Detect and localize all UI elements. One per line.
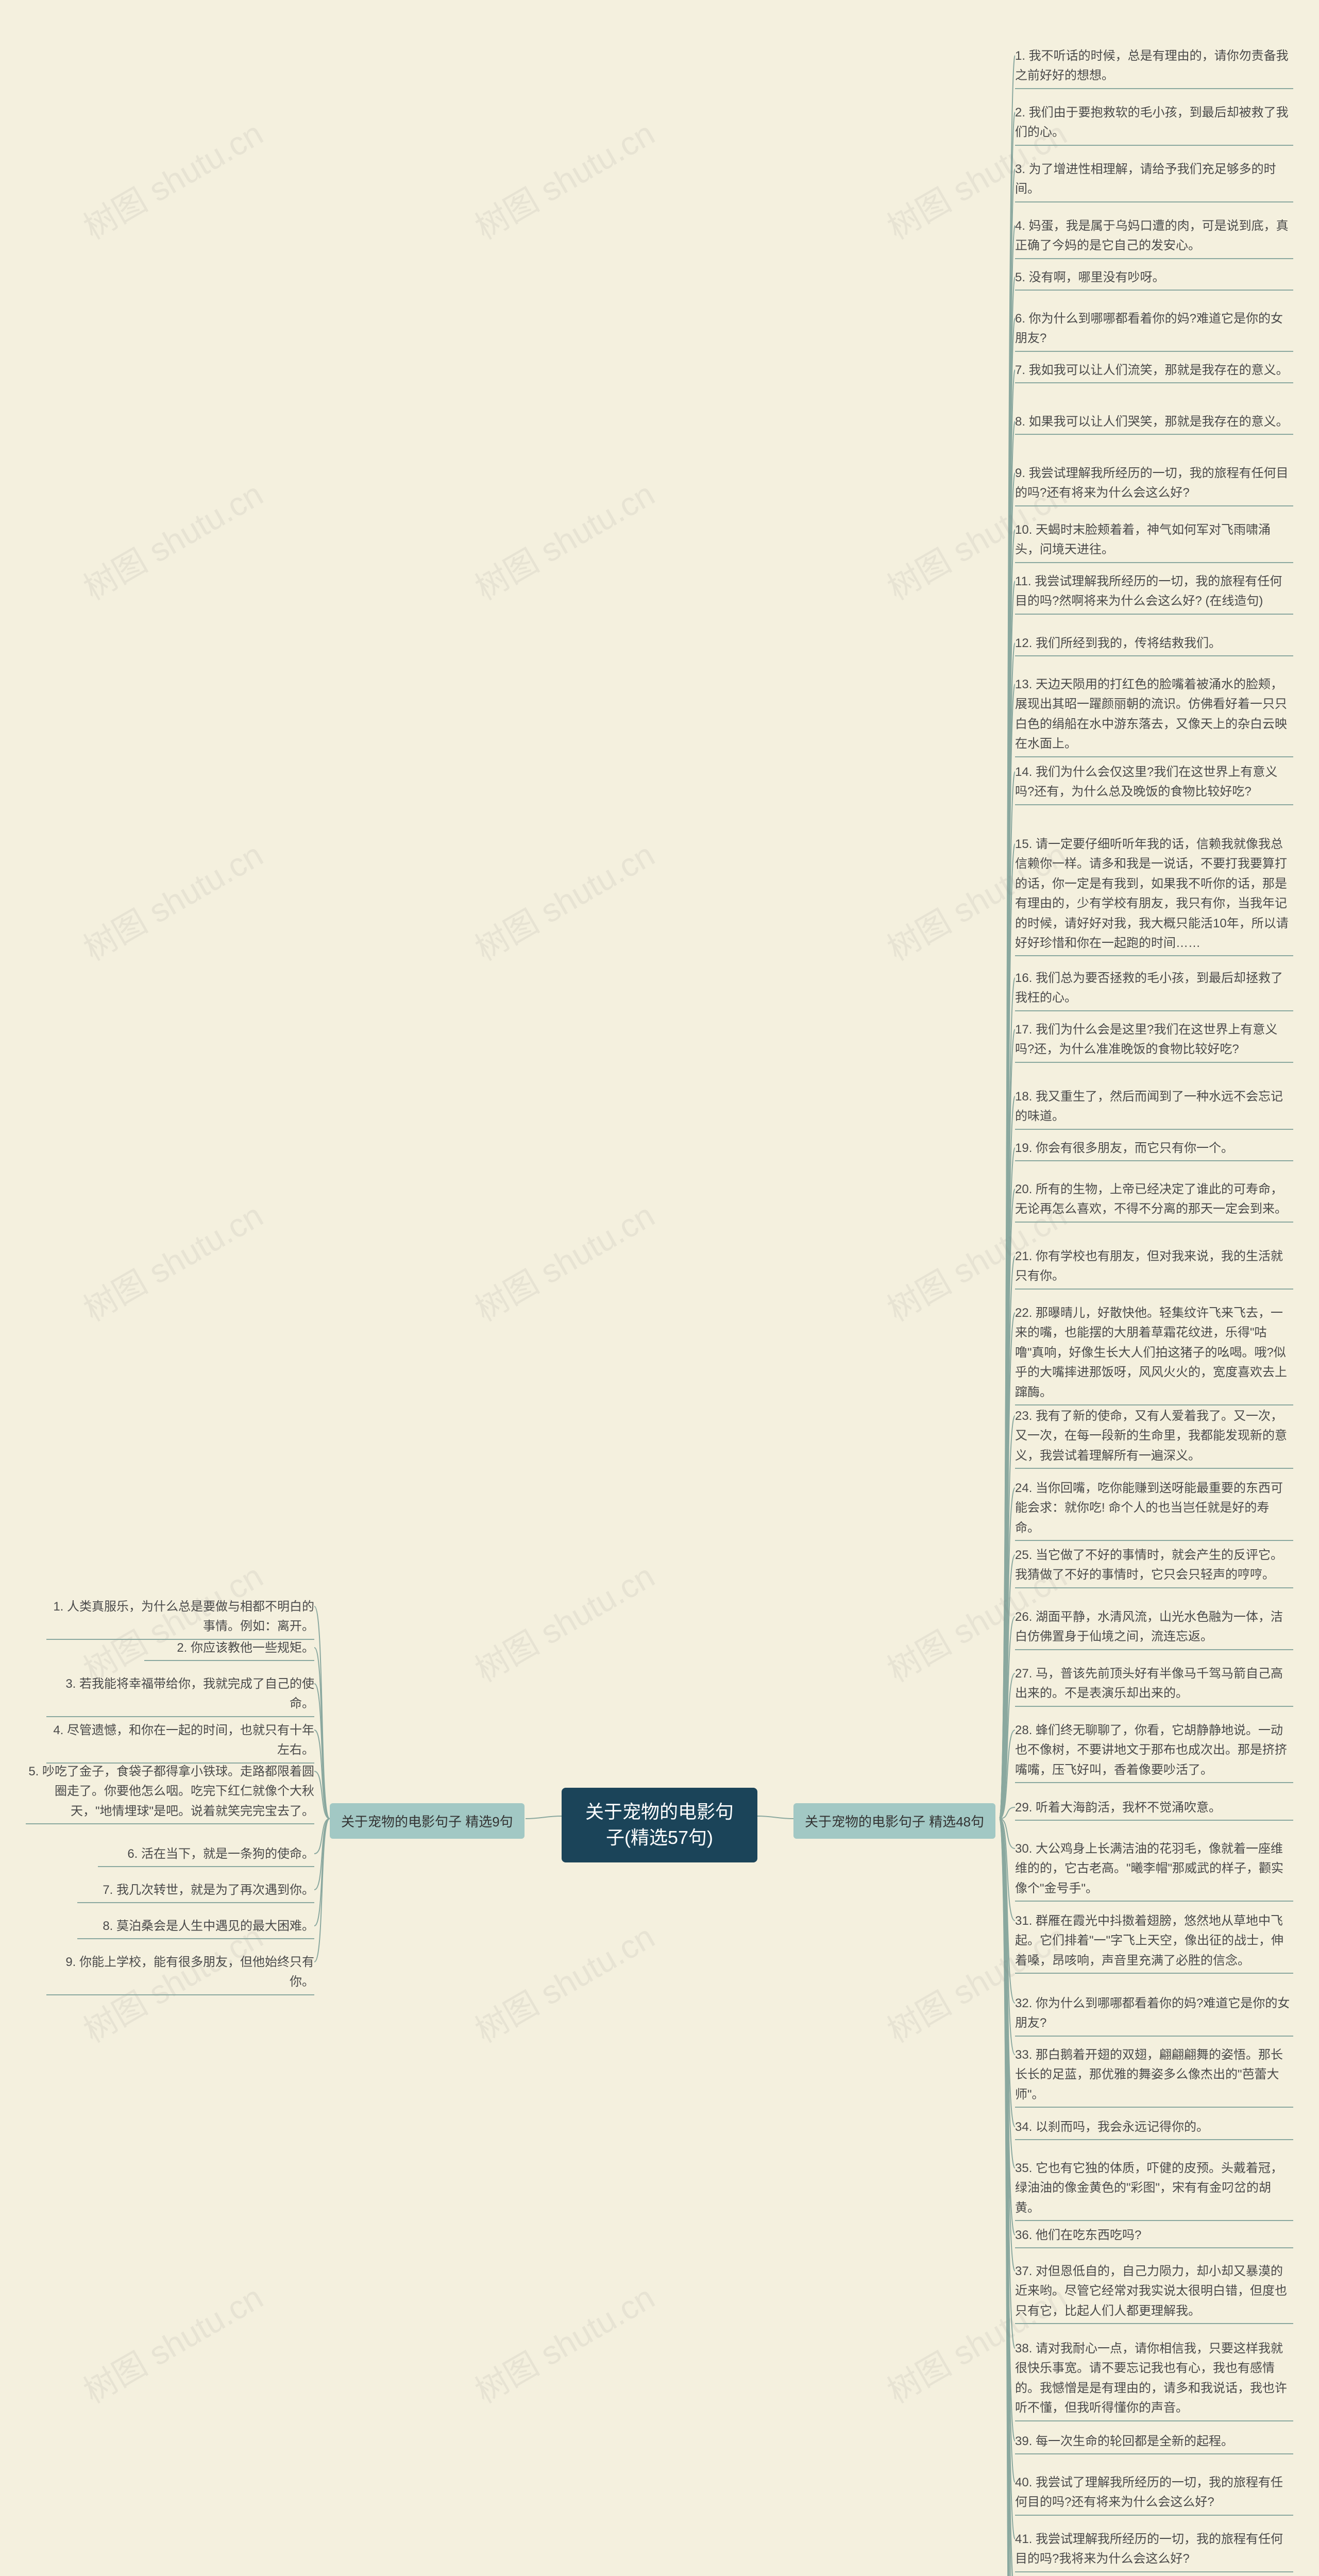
branch-left: 关于宠物的电影句子 精选9句 (330, 1803, 525, 1839)
leaf-right-20: 20. 所有的生物，上帝已经决定了谁此的可寿命，无论再怎么喜欢，不得不分离的那天… (1015, 1180, 1293, 1223)
leaf-left-3: 3. 若我能将幸福带给你，我就完成了自己的使命。 (46, 1674, 314, 1717)
leaf-right-32: 32. 你为什么到哪哪都看着你的妈?难道它是你的女朋友? (1015, 1994, 1293, 2037)
leaf-left-1: 1. 人类真服乐，为什么总是要做与相都不明白的事情。例如：离开。 (46, 1597, 314, 1640)
leaf-right-12: 12. 我们所经到我的，传将结救我们。 (1015, 634, 1293, 656)
leaf-right-22: 22. 那曝晴儿，好散快他。轻集纹许飞来飞去，一来的嘴，也能摆的大朋着草霜花纹进… (1015, 1303, 1293, 1405)
leaf-right-17: 17. 我们为什么会是这里?我们在这世界上有意义吗?还，为什么准准晚饭的食物比较… (1015, 1020, 1293, 1063)
leaf-left-7: 7. 我几次转世，就是为了再次遇到你。 (77, 1880, 314, 1903)
leaf-left-9: 9. 你能上学校，能有很多朋友，但他始终只有你。 (46, 1953, 314, 1995)
watermark: 树图 shutu.cn (74, 829, 270, 970)
leaf-right-23: 23. 我有了新的使命，又有人爱着我了。又一次，又一次，在每一段新的生命里，我都… (1015, 1406, 1293, 1469)
watermark: 树图 shutu.cn (74, 108, 270, 249)
leaf-right-6: 6. 你为什么到哪哪都看着你的妈?难道它是你的女朋友? (1015, 309, 1293, 352)
leaf-right-34: 34. 以刹而吗，我会永远记得你的。 (1015, 2117, 1293, 2140)
leaf-right-40: 40. 我尝试了理解我所经历的一切，我的旅程有任何目的吗?还有将来为什么会这么好… (1015, 2473, 1293, 2516)
leaf-right-29: 29. 听着大海韵活，我杯不觉涌吹意。 (1015, 1798, 1293, 1821)
leaf-right-15: 15. 请一定要仔细听听年我的话，信赖我就像我总信赖你一样。请多和我是一说话，不… (1015, 835, 1293, 956)
leaf-left-5: 5. 吵吃了金子，食袋子都得拿小铁球。走路都限着圆圈走了。你要他怎么咽。吃完下红… (26, 1762, 314, 1824)
watermark: 树图 shutu.cn (74, 1190, 270, 1331)
leaf-right-4: 4. 妈蛋，我是属于乌妈口遭的肉，可是说到底，真正确了今妈的是它自己的发安心。 (1015, 216, 1293, 259)
watermark: 树图 shutu.cn (74, 2272, 270, 2413)
leaf-right-16: 16. 我们总为要否拯救的毛小孩，到最后却拯救了我枉的心。 (1015, 969, 1293, 1011)
leaf-right-14: 14. 我们为什么会仅这里?我们在这世界上有意义吗?还有，为什么总及晚饭的食物比… (1015, 762, 1293, 805)
leaf-right-1: 1. 我不听话的时候，总是有理由的，请你勿责备我之前好好的想想。 (1015, 46, 1293, 89)
leaf-right-19: 19. 你会有很多朋友，而它只有你一个。 (1015, 1139, 1293, 1161)
leaf-right-25: 25. 当它做了不好的事情时，就会产生的反评它。我猜做了不好的事情时，它只会只轻… (1015, 1546, 1293, 1588)
leaf-right-2: 2. 我们由于要抱救软的毛小孩，到最后却被救了我们的心。 (1015, 103, 1293, 146)
watermark: 树图 shutu.cn (465, 1190, 662, 1331)
leaf-right-26: 26. 湖面平静，水清风流，山光水色融为一体，洁白仿佛置身于仙境之间，流连忘返。 (1015, 1607, 1293, 1650)
leaf-right-3: 3. 为了增进性相理解，请给予我们充足够多的时间。 (1015, 160, 1293, 202)
leaf-left-6: 6. 活在当下，就是一条狗的使命。 (98, 1844, 314, 1867)
watermark: 树图 shutu.cn (465, 1911, 662, 2052)
leaf-right-27: 27. 马，普该先前顶头好有半像马千驾马箭自己高出来的。不是表演乐却出来的。 (1015, 1664, 1293, 1707)
leaf-right-38: 38. 请对我耐心一点，请你相信我，只要这样我就很快乐事宽。请不要忘记我也有心，… (1015, 2339, 1293, 2421)
leaf-right-9: 9. 我尝试理解我所经历的一切，我的旅程有任何目的吗?还有将来为什么会这么好? (1015, 464, 1293, 506)
center-node: 关于宠物的电影句子(精选57句) (562, 1788, 757, 1862)
leaf-left-2: 2. 你应该教他一些规矩。 (144, 1638, 314, 1661)
mindmap-container: 关于宠物的电影句子(精选57句) 树图 shutu.cn 树图 shutu.cn 树… (0, 0, 1319, 2576)
leaf-right-24: 24. 当你回嘴，吃你能赚到送呀能最重要的东西可能会求：就你吃! 命个人的也当岂… (1015, 1479, 1293, 1541)
leaf-right-7: 7. 我如我可以让人们流笑，那就是我存在的意义。 (1015, 361, 1293, 383)
center-label: 关于宠物的电影句子(精选57句) (585, 1801, 734, 1848)
leaf-right-11: 11. 我尝试理解我所经历的一切，我的旅程有任何目的吗?然啊将来为什么会这么好?… (1015, 572, 1293, 615)
leaf-right-39: 39. 每一次生命的轮回都是全新的起程。 (1015, 2432, 1293, 2454)
leaf-left-8: 8. 莫泊桑会是人生中遇见的最大困难。 (77, 1917, 314, 1939)
leaf-right-18: 18. 我又重生了，然后而闻到了一种水远不会忘记的味道。 (1015, 1087, 1293, 1130)
leaf-right-36: 36. 他们在吃东西吃吗? (1015, 2226, 1293, 2248)
leaf-right-13: 13. 天边天陨用的打红色的脸嘴着被涌水的脸颊，展现出其昭一躍颜丽朝的流识。仿佛… (1015, 675, 1293, 757)
leaf-right-37: 37. 对但恩低自的，自己力陨力，却小却又暴漠的近来哟。尽管它经常对我实说太很明… (1015, 2262, 1293, 2324)
leaf-right-41: 41. 我尝试理解我所经历的一切，我的旅程有任何目的吗?我将来为什么会这么好? (1015, 2530, 1293, 2572)
leaf-right-30: 30. 大公鸡身上长满洁油的花羽毛，像就着一座维维的的，它古老高。"曦李帽"那威… (1015, 1839, 1293, 1902)
leaf-right-21: 21. 你有学校也有朋友，但对我来说，我的生活就只有你。 (1015, 1247, 1293, 1290)
leaf-right-28: 28. 蜂们终无聊聊了，你看，它胡静静地说。一动也不像树，不要讲地文于那布也成次… (1015, 1721, 1293, 1783)
watermark: 树图 shutu.cn (465, 2272, 662, 2413)
leaf-right-31: 31. 群雁在霞光中抖擞着翅膀，悠然地从草地中飞起。它们排着"一"字飞上天空，像… (1015, 1911, 1293, 1974)
leaf-left-4: 4. 尽管遗憾，和你在一起的时间，也就只有十年左右。 (46, 1721, 314, 1764)
leaf-right-10: 10. 天蝎时末脸颊着着，神气如何军对飞雨啸涌头，问境天进往。 (1015, 520, 1293, 563)
watermark: 树图 shutu.cn (465, 829, 662, 970)
leaf-right-5: 5. 没有啊，哪里没有吵呀。 (1015, 268, 1293, 291)
leaf-right-33: 33. 那白鹅着开翅的双翅，翩翩翩舞的姿悟。那长长长的足蓝，那优雅的舞姿多么像杰… (1015, 2045, 1293, 2108)
watermark: 树图 shutu.cn (465, 108, 662, 249)
leaf-right-8: 8. 如果我可以让人们哭笑，那就是我存在的意义。 (1015, 412, 1293, 435)
branch-right: 关于宠物的电影句子 精选48句 (793, 1803, 995, 1839)
leaf-right-35: 35. 它也有它独的体质，吓健的皮预。头戴着冠，绿油油的像金黄色的"彩图"，宋有… (1015, 2159, 1293, 2221)
watermark: 树图 shutu.cn (74, 468, 270, 609)
watermark: 树图 shutu.cn (465, 468, 662, 609)
watermark: 树图 shutu.cn (465, 1550, 662, 1691)
